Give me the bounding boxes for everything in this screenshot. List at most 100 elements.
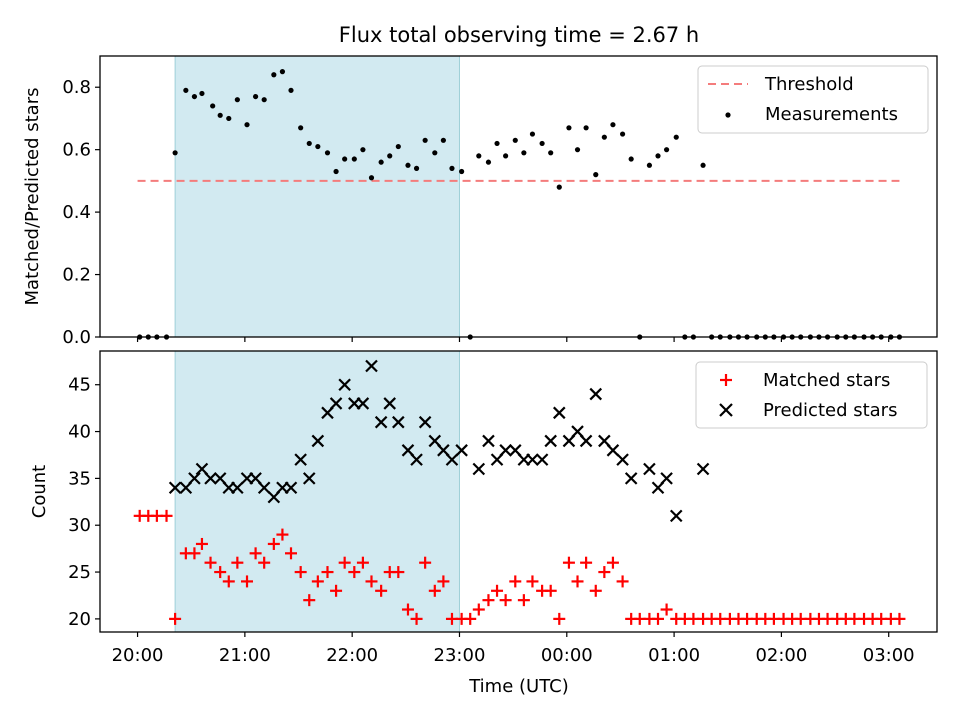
matched-star-marker xyxy=(660,603,673,616)
predicted-star-marker xyxy=(168,481,182,495)
measurement-point xyxy=(234,97,240,103)
legend-threshold-label: Threshold xyxy=(764,74,854,95)
measurement-point xyxy=(183,87,189,93)
x-axis-label: Time (UTC) xyxy=(468,676,569,697)
matched-star-marker xyxy=(169,612,182,625)
predicted-star-marker xyxy=(455,444,468,457)
predicted-star-marker xyxy=(696,462,710,476)
count-legend: Matched stars Predicted stars xyxy=(695,361,928,429)
predicted-star-marker xyxy=(472,462,486,476)
predicted-star-marker xyxy=(445,453,459,466)
x-tick-label: 21:00 xyxy=(219,645,271,666)
matched-star-marker xyxy=(571,575,584,588)
measurement-point xyxy=(529,131,536,137)
matched-star-marker xyxy=(437,575,450,588)
ratio-x-ticks xyxy=(136,337,890,342)
x-tick-label: 02:00 xyxy=(755,645,807,666)
chart-title: Flux total observing time = 2.67 h xyxy=(339,23,699,47)
matched-stars-points xyxy=(133,509,906,625)
matched-star-marker xyxy=(553,612,566,625)
predicted-star-marker xyxy=(410,453,423,466)
measurement-point xyxy=(494,140,500,147)
measurement-point xyxy=(548,150,554,156)
matched-star-marker xyxy=(276,528,289,541)
matched-star-marker xyxy=(330,584,343,597)
predicted-star-marker xyxy=(257,481,271,495)
measurement-point xyxy=(646,162,653,168)
matched-star-marker xyxy=(303,594,316,607)
predicted-star-marker xyxy=(284,481,298,495)
matched-star-marker xyxy=(562,556,575,569)
ratio-y-tick-label: 0.4 xyxy=(62,202,91,223)
legend-predicted-swatch xyxy=(719,403,733,417)
x-tick-label: 23:00 xyxy=(434,645,486,666)
x-tick-label: 03:00 xyxy=(863,645,915,666)
measurement-point xyxy=(583,125,589,131)
predicted-star-marker xyxy=(231,481,244,495)
measurement-point xyxy=(315,143,321,150)
predicted-stars-points xyxy=(168,359,710,523)
legend-matched-label: Matched stars xyxy=(763,370,890,391)
predicted-star-marker xyxy=(188,472,201,485)
matched-star-marker xyxy=(348,566,361,579)
measurement-point xyxy=(351,156,357,162)
measurement-point xyxy=(566,125,572,131)
measurement-point xyxy=(405,162,411,168)
matched-star-marker xyxy=(294,566,307,579)
matched-star-marker xyxy=(267,537,280,550)
matched-star-marker xyxy=(188,547,201,560)
predicted-star-marker xyxy=(624,472,638,485)
measurement-point xyxy=(556,184,562,190)
predicted-star-marker xyxy=(311,434,325,448)
legend-measurements-label: Measurements xyxy=(765,104,898,125)
measurement-point xyxy=(593,172,599,178)
measurement-point xyxy=(422,137,428,143)
matched-star-marker xyxy=(356,556,369,569)
measurement-point xyxy=(217,112,223,118)
predicted-star-marker xyxy=(338,378,351,391)
predicted-star-marker xyxy=(526,453,539,466)
matched-star-marker xyxy=(222,575,235,588)
measurement-point xyxy=(324,150,331,156)
predicted-star-marker xyxy=(499,444,512,457)
matched-star-marker xyxy=(491,584,504,597)
predicted-star-marker xyxy=(552,406,566,420)
measurement-point xyxy=(333,168,339,175)
matched-star-marker xyxy=(401,603,414,616)
matched-star-marker xyxy=(258,556,271,569)
matched-star-marker xyxy=(285,547,298,560)
matched-star-marker xyxy=(392,566,405,579)
ratio-y-axis-label: Matched/Predicted stars xyxy=(22,88,43,306)
measurement-point xyxy=(244,122,250,128)
measurement-point xyxy=(271,72,277,78)
measurement-point xyxy=(655,153,661,159)
ratio-axes-frame xyxy=(99,55,938,338)
matched-star-marker xyxy=(204,556,217,569)
predicted-star-marker xyxy=(616,453,629,466)
matched-star-marker xyxy=(598,566,611,579)
count-axes-frame xyxy=(99,350,938,633)
predicted-star-marker xyxy=(302,472,316,485)
measurement-point xyxy=(628,156,634,162)
ratio-y-tick-label: 0.0 xyxy=(62,327,91,348)
measurement-point xyxy=(199,90,205,97)
matched-star-marker xyxy=(321,566,334,579)
predicted-star-marker xyxy=(356,397,370,410)
matched-star-marker xyxy=(606,556,619,569)
matched-star-marker xyxy=(160,509,173,522)
predicted-star-marker xyxy=(204,472,217,485)
measurement-point xyxy=(342,156,348,162)
measurement-point xyxy=(210,103,216,109)
x-tick-label: 22:00 xyxy=(326,645,378,666)
matched-star-marker xyxy=(464,612,477,625)
matched-star-marker xyxy=(249,547,262,560)
predicted-star-marker xyxy=(669,509,683,523)
x-tick-label: 00:00 xyxy=(541,645,593,666)
matched-star-marker xyxy=(580,556,593,569)
predicted-star-marker xyxy=(579,434,593,448)
measurement-point xyxy=(539,140,545,147)
measurement-point xyxy=(619,131,626,137)
measurement-point xyxy=(387,153,393,159)
predicted-star-marker xyxy=(544,434,557,448)
matched-star-marker xyxy=(419,556,432,569)
